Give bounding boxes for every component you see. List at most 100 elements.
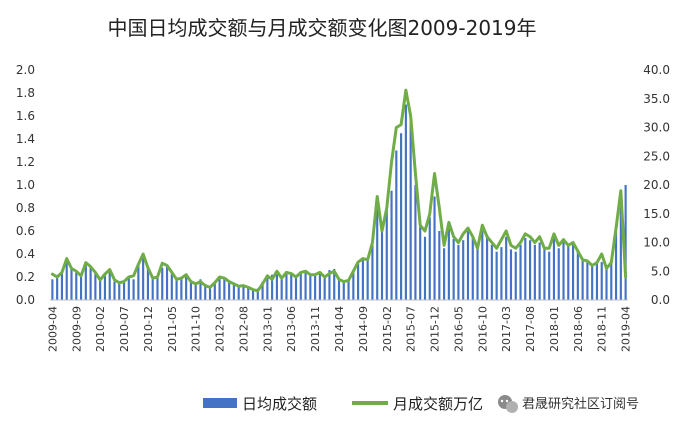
y-left-tick-label: 1.0 [16, 178, 35, 192]
bar [118, 283, 121, 300]
y-right-tick-label: 15.0 [643, 207, 670, 221]
y-left-tick-label: 1.2 [16, 155, 35, 169]
bar [79, 274, 83, 300]
y-right-tick-label: 25.0 [643, 149, 670, 163]
bar [366, 259, 369, 300]
bar [290, 272, 293, 300]
bar [543, 249, 546, 300]
bar [84, 265, 87, 300]
x-tick-label: 2014-04 [333, 306, 346, 352]
x-tick-label: 2013-06 [285, 306, 298, 352]
bar [333, 268, 336, 300]
bar [576, 251, 579, 300]
bar [347, 279, 350, 300]
x-tick-label: 2009-09 [70, 306, 83, 352]
bar [213, 282, 216, 300]
bar [438, 231, 441, 300]
y-left-tick-label: 2.0 [16, 63, 35, 77]
bar [108, 271, 111, 300]
bar [390, 190, 393, 300]
bar [538, 242, 541, 300]
bar [605, 266, 608, 300]
bar [495, 251, 498, 300]
x-tick-label: 2014-09 [357, 306, 370, 352]
chart-title: 中国日均成交额与月成交额变化图2009-2019年 [107, 16, 536, 40]
legend-label-line: 月成交额万亿 [393, 395, 483, 413]
bar [170, 272, 173, 300]
bar [337, 279, 341, 300]
y-left-tick-label: 0.2 [16, 270, 35, 284]
bar [318, 272, 321, 300]
x-tick-label: 2016-10 [476, 306, 489, 352]
bar [122, 282, 126, 300]
bar [94, 272, 97, 300]
legend: 日均成交额 月成交额万亿 [203, 395, 483, 413]
bar [294, 277, 298, 300]
bar [161, 267, 164, 300]
y-left-tick-label: 1.8 [16, 86, 35, 100]
bar [142, 254, 145, 300]
bar [562, 240, 565, 300]
watermark-text: 君晟研究社区订阅号 [522, 396, 639, 412]
bar [404, 104, 407, 300]
bar [175, 279, 178, 300]
x-tick-label: 2010-02 [94, 306, 107, 352]
bar [103, 274, 107, 300]
bar [447, 228, 450, 300]
bar [380, 225, 384, 300]
bar [185, 274, 188, 300]
x-tick-label: 2016-05 [452, 306, 465, 352]
bar [261, 281, 264, 300]
bar [304, 270, 307, 300]
right-axis: 0.0 5.0 10.0 15.0 20.0 25.0 30.0 35.0 40.0 [643, 63, 670, 307]
line-series [50, 88, 628, 293]
bar [624, 185, 627, 300]
bar [419, 225, 422, 300]
legend-swatch-bar [203, 398, 237, 408]
y-left-tick-label: 0.6 [16, 224, 35, 238]
bar [509, 249, 513, 300]
bar [595, 263, 599, 300]
bar [352, 271, 355, 300]
bar [223, 279, 226, 300]
x-tick-label: 2012-03 [214, 306, 227, 352]
bar [514, 251, 517, 300]
bar [204, 283, 207, 300]
bar [481, 231, 484, 300]
bar [251, 288, 255, 300]
bar [548, 251, 551, 300]
bar [600, 262, 603, 300]
x-tick-label: 2009-04 [46, 306, 59, 352]
bar [571, 242, 575, 300]
bar [552, 235, 556, 300]
x-tick-label: 2013-01 [261, 306, 274, 352]
bar [529, 240, 532, 300]
bar [165, 265, 169, 300]
bar [146, 268, 149, 300]
y-left-tick-label: 0.4 [16, 247, 35, 261]
y-left-tick-label: 1.4 [16, 132, 35, 146]
x-tick-label: 2018-06 [572, 306, 585, 352]
bar [275, 272, 278, 300]
legend-item-bar: 日均成交额 [203, 395, 317, 413]
bar [314, 274, 317, 300]
x-tick-label: 2011-10 [190, 306, 203, 352]
bar [99, 277, 102, 300]
bar [524, 237, 527, 300]
x-tick-label: 2015-12 [429, 306, 442, 352]
bar [376, 208, 379, 300]
bar [228, 281, 231, 300]
bar [280, 279, 283, 300]
bar [256, 288, 259, 300]
bar [490, 244, 493, 300]
bar [242, 285, 245, 300]
bar [56, 277, 59, 300]
bar [533, 244, 536, 300]
bar [423, 236, 427, 300]
bar [476, 248, 479, 300]
wechat-icon [498, 395, 518, 413]
bar [89, 267, 92, 300]
legend-item-line: 月成交额万亿 [352, 395, 483, 413]
bar [132, 279, 135, 300]
bar [70, 267, 73, 300]
